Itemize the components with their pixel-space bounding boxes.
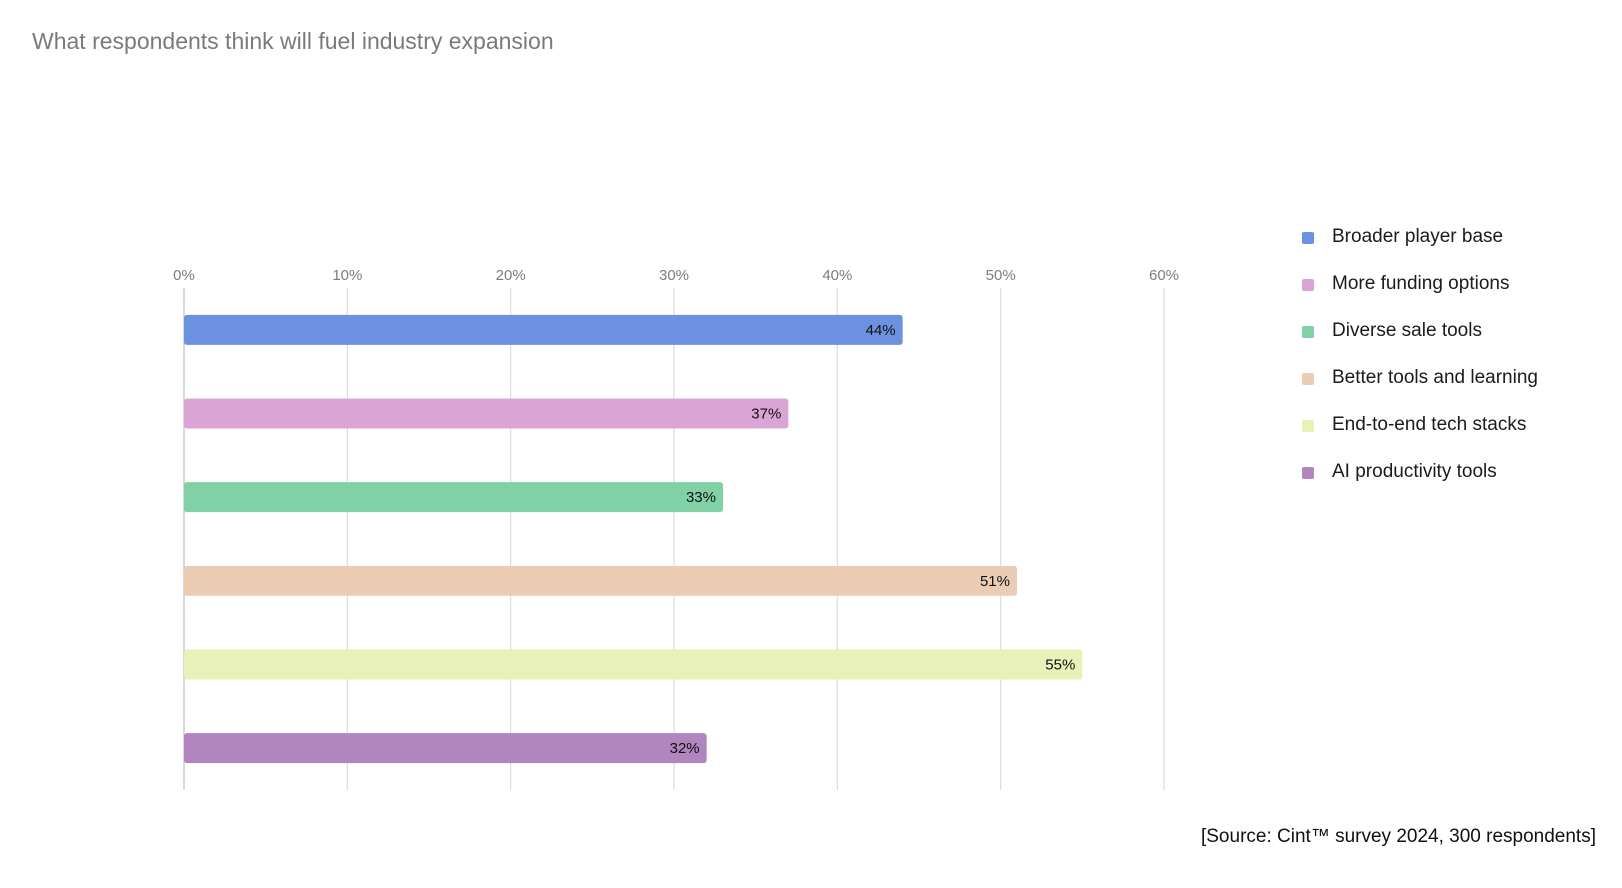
x-tick-label: 10% bbox=[332, 267, 362, 284]
bar-value-label: 51% bbox=[980, 573, 1010, 590]
legend-item: Broader player base bbox=[1302, 226, 1538, 273]
x-tick-label: 50% bbox=[986, 267, 1016, 284]
x-tick-label: 30% bbox=[659, 267, 689, 284]
data-labels: 44% 37% 33% 51% 55% 32% bbox=[670, 322, 1076, 757]
legend-label: Diverse sale tools bbox=[1332, 320, 1482, 341]
bar bbox=[184, 482, 723, 513]
bar bbox=[184, 398, 789, 429]
legend-label: Broader player base bbox=[1332, 226, 1504, 247]
legend-swatch bbox=[1302, 467, 1314, 479]
legend-swatch bbox=[1302, 279, 1314, 291]
gridlines bbox=[183, 288, 1165, 790]
bar bbox=[184, 565, 1017, 596]
bar-value-label: 37% bbox=[751, 406, 781, 423]
bar-value-label: 44% bbox=[866, 322, 896, 339]
legend-label: Better tools and learning bbox=[1332, 367, 1538, 388]
legend-item: AI productivity tools bbox=[1302, 461, 1538, 508]
legend-item: Diverse sale tools bbox=[1302, 320, 1538, 367]
legend-label: AI productivity tools bbox=[1332, 461, 1497, 482]
bar-value-label: 33% bbox=[686, 489, 716, 506]
legend: Broader player base More funding options D… bbox=[1302, 226, 1538, 508]
legend-swatch bbox=[1302, 420, 1314, 432]
x-tick-label: 40% bbox=[822, 267, 852, 284]
x-tick-label: 0% bbox=[173, 267, 195, 284]
legend-label: End-to-end tech stacks bbox=[1332, 414, 1527, 435]
bar bbox=[184, 733, 707, 764]
bar-value-label: 55% bbox=[1045, 657, 1075, 674]
bars bbox=[184, 314, 1083, 764]
bar bbox=[184, 649, 1083, 680]
legend-label: More funding options bbox=[1332, 273, 1510, 294]
source-note: [Source: Cint™ survey 2024, 300 responde… bbox=[1200, 826, 1596, 847]
x-axis-ticks: 0% 10% 20% 30% 40% 50% 60% bbox=[173, 267, 1179, 284]
chart-title: What respondents think will fuel industr… bbox=[32, 28, 554, 54]
legend-item: End-to-end tech stacks bbox=[1302, 414, 1538, 461]
legend-item: Better tools and learning bbox=[1302, 367, 1538, 414]
legend-swatch bbox=[1302, 232, 1314, 244]
x-tick-label: 20% bbox=[496, 267, 526, 284]
legend-swatch bbox=[1302, 373, 1314, 385]
bar-value-label: 32% bbox=[670, 740, 700, 757]
legend-swatch bbox=[1302, 326, 1314, 338]
legend-item: More funding options bbox=[1302, 273, 1538, 320]
x-tick-label: 60% bbox=[1149, 267, 1179, 284]
bar bbox=[184, 314, 903, 345]
